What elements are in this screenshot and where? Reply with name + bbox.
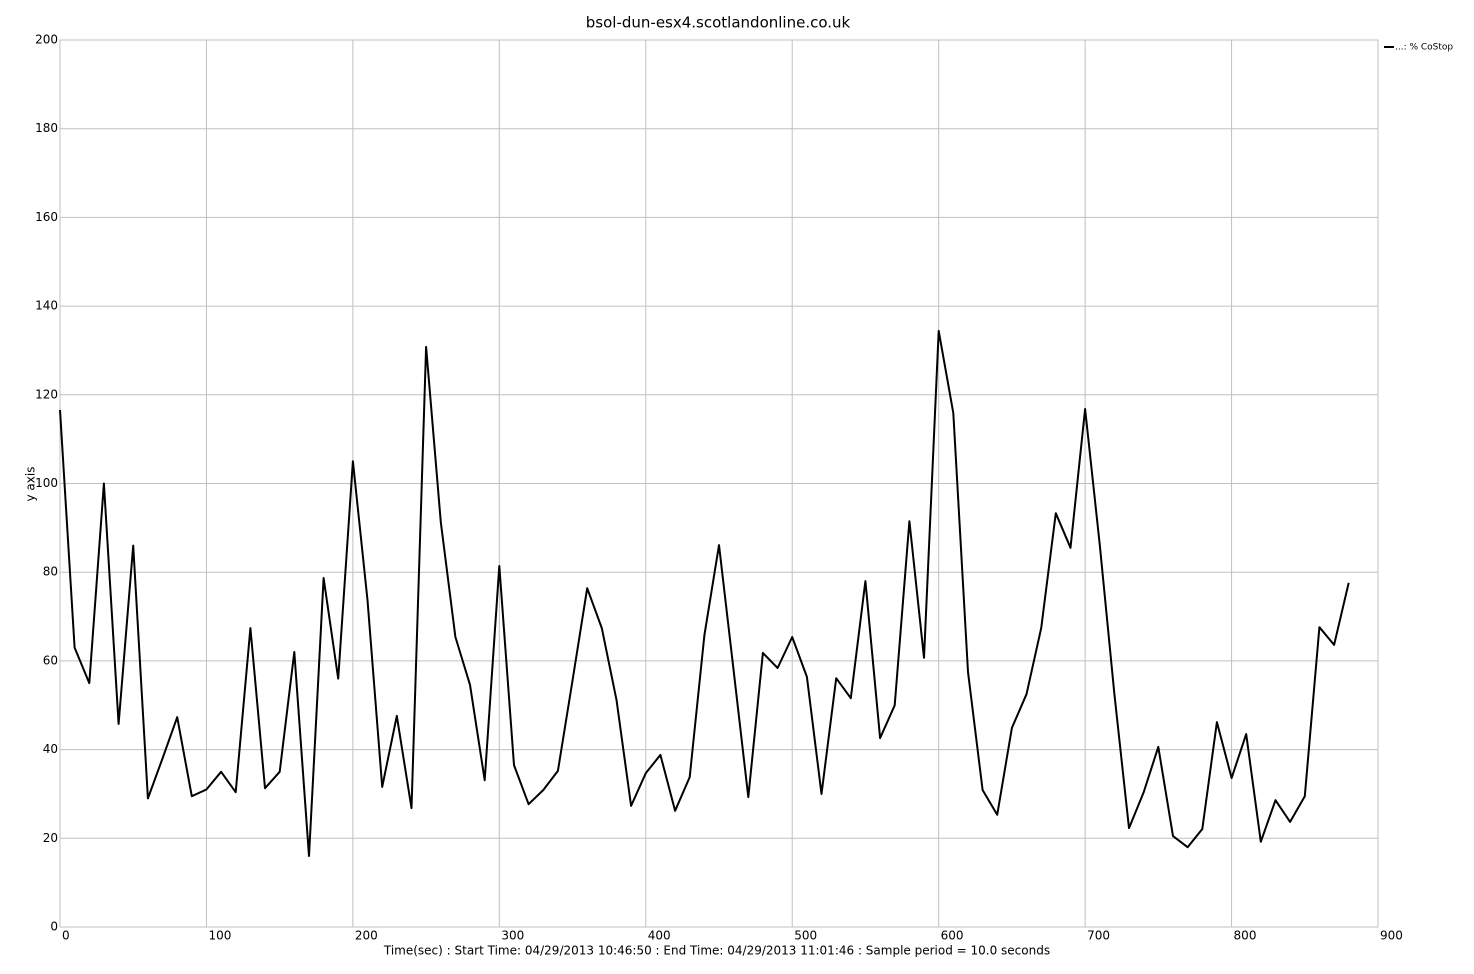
y-tick-label: 20 [43, 831, 58, 845]
legend-label: ...: % CoStop [1395, 43, 1453, 53]
plot-frame [59, 39, 1379, 928]
y-tick-label: 140 [35, 299, 58, 313]
y-tick-label: 200 [35, 33, 58, 47]
y-tick-label: 40 [43, 742, 58, 756]
chart-title: bsol-dun-esx4.scotlandonline.co.uk [586, 14, 851, 32]
y-axis-label: y axis [24, 467, 38, 502]
y-tick-label: 160 [35, 210, 58, 224]
x-axis-label: Time(sec) : Start Time: 04/29/2013 10:46… [383, 944, 1050, 958]
x-tick-label: 200 [355, 929, 378, 943]
y-tick-label: 120 [35, 387, 58, 401]
y-tick-label: 80 [43, 565, 58, 579]
x-tick-label: 800 [1234, 929, 1257, 943]
x-tick-label: 500 [794, 929, 817, 943]
x-tick-label: 300 [501, 929, 524, 943]
y-tick-label: 60 [43, 653, 58, 667]
x-tick-label: 100 [208, 929, 231, 943]
x-tick-label: 900 [1380, 929, 1403, 943]
data-line [59, 329, 1350, 857]
x-tick-label: 600 [941, 929, 964, 943]
x-tick-label: 700 [1087, 929, 1110, 943]
x-tick-label: 400 [648, 929, 671, 943]
y-tick-label: 0 [50, 920, 58, 934]
y-tick-label: 100 [35, 476, 58, 490]
x-tick-label: 0 [62, 929, 70, 943]
y-tick-label: 180 [35, 121, 58, 135]
